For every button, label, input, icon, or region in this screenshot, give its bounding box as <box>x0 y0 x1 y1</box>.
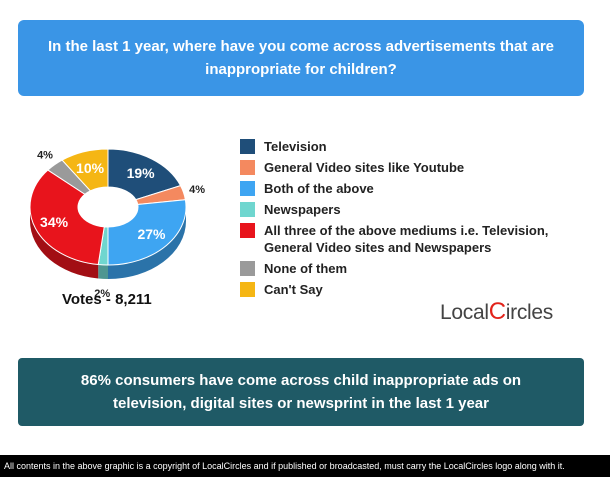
donut-hole <box>78 187 138 213</box>
legend-label: Television <box>264 139 327 154</box>
donut-chart: 19% 4% 27% 2% 34% 4% 10% <box>29 148 205 300</box>
legend-label: General Video sites like Youtube <box>264 160 465 175</box>
legend-item-general-video-sites-like-youtube: General Video sites like Youtube <box>240 159 595 176</box>
legend-label: Both of the above <box>264 181 374 196</box>
logo-c-icon: C <box>488 298 506 325</box>
legend-item-television: Television <box>240 138 595 155</box>
legend-swatch <box>240 160 255 175</box>
localcircles-logo: LocalCircles <box>440 298 553 326</box>
slice-label-both-of-the-above: 27% <box>137 226 166 242</box>
legend-item-both-of-the-above: Both of the above <box>240 180 595 197</box>
slice-label-all-three-of-the-above-mediums-i-e-television-general-video-sites-and-newspapers: 34% <box>40 214 69 230</box>
slice-both-of-the-above <box>107 199 187 266</box>
legend-swatch <box>240 223 255 238</box>
copyright-footer: All contents in the above graphic is a c… <box>0 455 610 477</box>
legend-swatch <box>240 261 255 276</box>
slice-side-all-three-of-the-above-mediums-i-e-television-general-video-sites-and-newspapers <box>30 207 99 279</box>
logo-text-local: Local <box>440 301 489 324</box>
summary-banner: 86% consumers have come across child ina… <box>18 358 584 426</box>
legend-swatch <box>240 139 255 154</box>
slice-label-none-of-them: 4% <box>37 150 53 162</box>
slice-label-television: 19% <box>127 165 156 181</box>
slice-all-three-of-the-above-mediums-i-e-television-general-video-sites-and-newspapers <box>29 169 105 266</box>
votes-count: Votes - 8,211 <box>62 291 152 308</box>
legend-item-none-of-them: None of them <box>240 260 595 277</box>
slice-side-newspapers <box>98 264 108 279</box>
legend-label: All three of the above mediums i.e. Tele… <box>264 223 549 255</box>
slice-label-can-t-say: 10% <box>76 160 105 176</box>
legend-item-newspapers: Newspapers <box>240 201 595 218</box>
legend-swatch <box>240 202 255 217</box>
logo-text-ircles: ircles <box>505 301 554 324</box>
slice-label-newspapers: 2% <box>94 288 110 300</box>
chart-title: In the last 1 year, where have you come … <box>47 38 555 78</box>
chart-legend: Television General Video sites like Youtu… <box>240 138 595 302</box>
summary-text: 86% consumers have come across child ina… <box>80 372 522 412</box>
legend-swatch <box>240 181 255 196</box>
legend-label: Can't Say <box>264 282 323 297</box>
slice-label-general-video-sites-like-youtube: 4% <box>189 184 205 196</box>
title-banner: In the last 1 year, where have you come … <box>18 20 584 96</box>
slice-side-both-of-the-above <box>108 207 186 279</box>
legend-swatch <box>240 282 255 297</box>
footer-text: All contents in the above graphic is a c… <box>4 461 565 471</box>
legend-label: None of them <box>264 261 348 276</box>
legend-item-can-t-say: Can't Say <box>240 281 595 298</box>
legend-item-all-three-of-the-above-mediums-i-e-television-general-video-sites-and-newspapers: All three of the above mediums i.e. Tele… <box>240 222 595 256</box>
legend-label: Newspapers <box>264 202 341 217</box>
